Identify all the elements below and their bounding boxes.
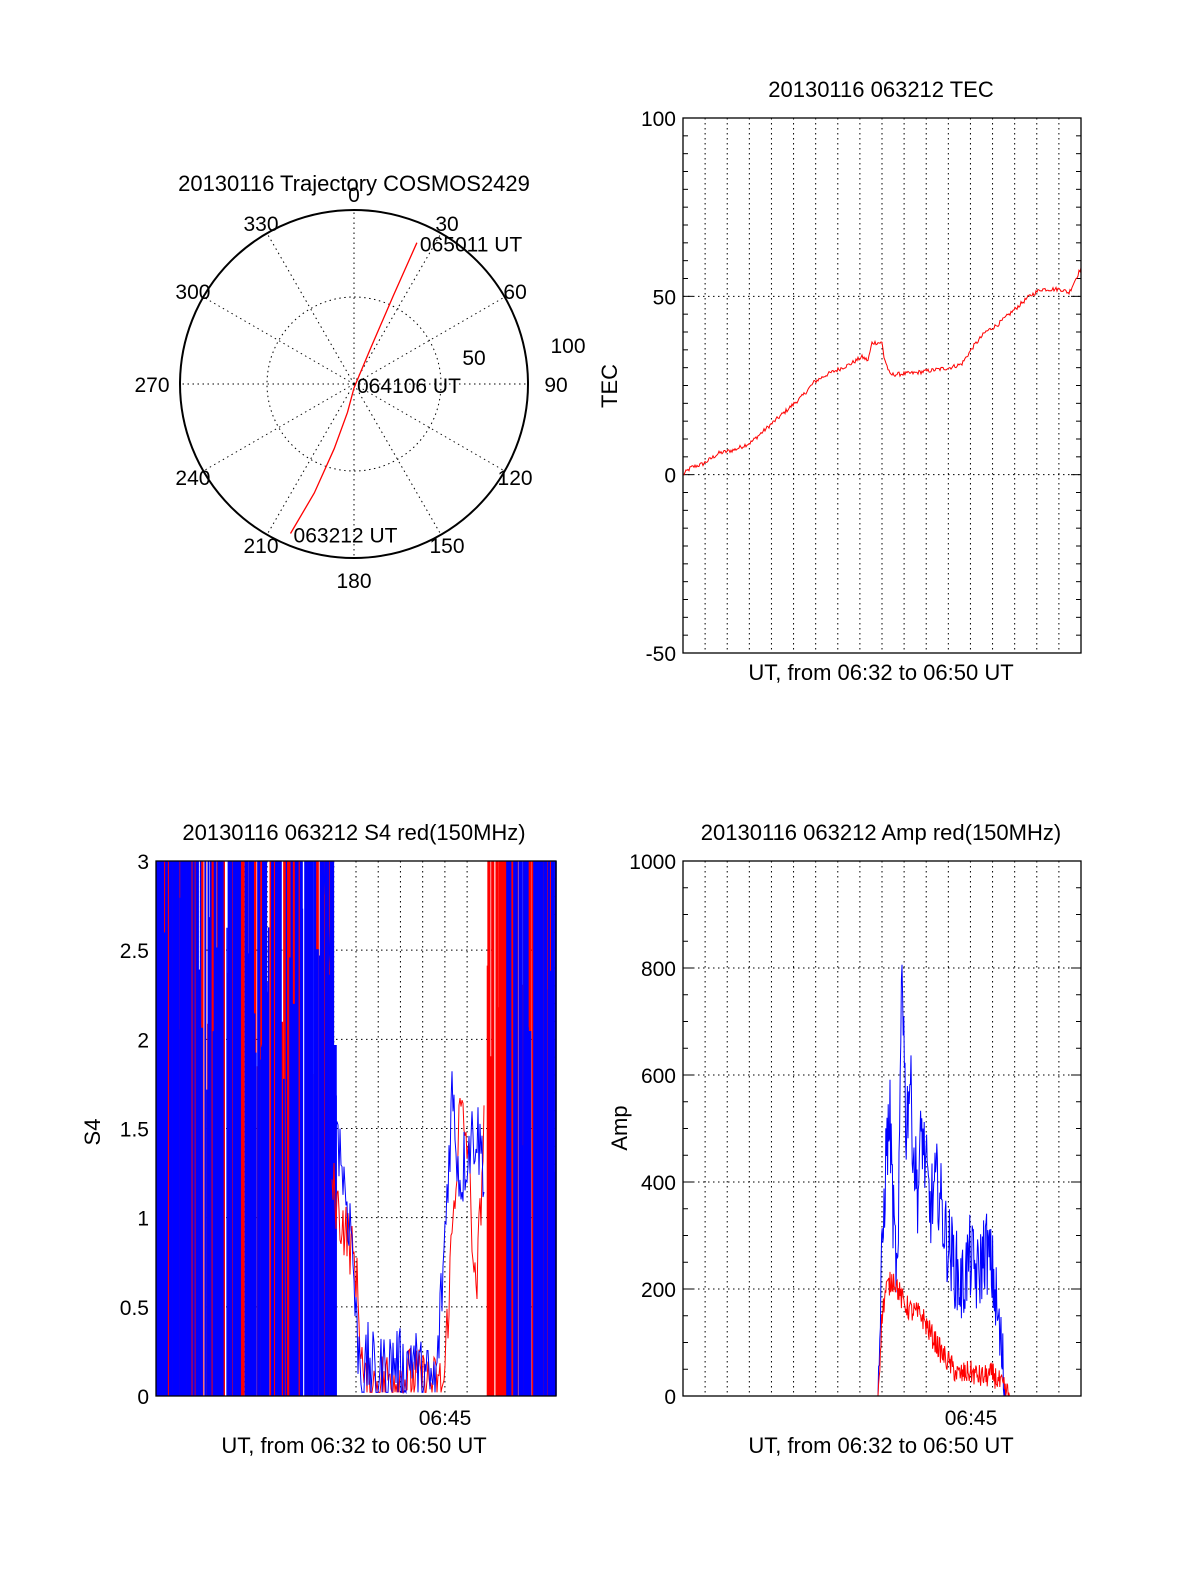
s4-noise-bars xyxy=(155,861,557,1396)
polar-spoke xyxy=(353,383,442,535)
y-tick-label: 800 xyxy=(641,958,676,981)
polar-grid xyxy=(179,209,529,559)
y-tick-label: 50 xyxy=(653,286,676,309)
s4-series xyxy=(323,860,485,1395)
polar-spoke xyxy=(266,233,355,385)
y-tick-label: 400 xyxy=(641,1172,676,1195)
s4-plot-frame xyxy=(155,860,557,1397)
polar-spoke xyxy=(266,383,355,535)
tec-grid xyxy=(683,118,1081,653)
tec-panel: 20130116 063212 TEC 100 50 0 -50 UT, from 0… xyxy=(597,77,1082,685)
polar-angle-label: 240 xyxy=(175,467,210,490)
s4-x-tick-label: 06:45 xyxy=(419,1407,472,1430)
y-tick-label: 0.5 xyxy=(120,1297,149,1320)
polar-radial-label: 50 xyxy=(462,347,485,370)
tec-plot-frame xyxy=(682,117,1082,654)
polar-spoke xyxy=(353,296,505,385)
y-tick-label: -50 xyxy=(646,643,676,666)
tec-x-label: UT, from 06:32 to 06:50 UT xyxy=(748,660,1013,685)
s4-panel: 20130116 063212 S4 red(150MHz) 3 2.5 2 1.5 1… xyxy=(80,820,557,1458)
tec-y-label: TEC xyxy=(597,364,622,408)
amp-y-label: Amp xyxy=(607,1105,632,1150)
polar-angle-label: 0 xyxy=(348,184,360,207)
polar-angle-label: 120 xyxy=(498,467,533,490)
polar-outer-circle xyxy=(179,209,529,559)
tec-y-ticks: 100 50 0 -50 xyxy=(641,108,1081,666)
polar-annotation: 065011 UT xyxy=(420,234,523,257)
amp-plot-frame xyxy=(682,860,1082,1397)
y-tick-label: 1.5 xyxy=(120,1119,149,1142)
polar-angle-label: 150 xyxy=(429,535,464,558)
polar-spoke xyxy=(203,383,355,472)
y-tick-label: 600 xyxy=(641,1065,676,1088)
y-tick-label: 1000 xyxy=(629,851,676,874)
polar-spoke xyxy=(203,296,355,385)
tec-title: 20130116 063212 TEC xyxy=(768,77,994,102)
y-tick-label: 2.5 xyxy=(120,940,149,963)
polar-annotations: 065011 UT 064106 UT 063212 UT xyxy=(294,234,523,548)
polar-radial-label: 100 xyxy=(550,335,585,358)
amp-panel: 20130116 063212 Amp red(150MHz) 1000 800 6… xyxy=(607,820,1082,1458)
polar-panel: 20130116 Trajectory COSMOS2429 0 30 60 90 12… xyxy=(134,171,585,593)
amp-title: 20130116 063212 Amp red(150MHz) xyxy=(701,820,1061,845)
tec-series xyxy=(682,267,1082,476)
polar-annotation: 063212 UT xyxy=(294,524,398,547)
y-tick-label: 2 xyxy=(137,1029,149,1052)
tec-line xyxy=(682,267,1082,476)
y-tick-label: 100 xyxy=(641,108,676,131)
amp-y-ticks: 1000 800 600 400 200 0 xyxy=(629,851,1081,1409)
polar-series xyxy=(289,242,418,534)
amp-x-tick-label: 06:45 xyxy=(945,1407,998,1430)
polar-angle-label: 210 xyxy=(243,535,278,558)
polar-angle-label: 90 xyxy=(544,374,567,397)
polar-angle-label: 300 xyxy=(175,281,210,304)
polar-spoke xyxy=(353,233,442,385)
polar-title: 20130116 Trajectory COSMOS2429 xyxy=(178,171,530,196)
polar-spoke xyxy=(353,383,505,472)
y-tick-label: 0 xyxy=(664,1386,676,1409)
polar-angle-labels: 0 30 60 90 120 150 180 210 240 270 300 330 50 100 xyxy=(134,184,585,593)
polar-angle-label: 330 xyxy=(243,213,278,236)
y-tick-label: 200 xyxy=(641,1279,676,1302)
y-tick-label: 0 xyxy=(137,1386,149,1409)
polar-inner-circle xyxy=(266,296,442,472)
polar-angle-label: 270 xyxy=(134,374,169,397)
polar-annotation: 064106 UT xyxy=(357,375,461,398)
y-tick-label: 1 xyxy=(137,1208,149,1231)
amp-x-label: UT, from 06:32 to 06:50 UT xyxy=(748,1433,1013,1458)
y-tick-label: 3 xyxy=(137,851,149,874)
polar-angle-label: 30 xyxy=(435,213,458,236)
amp-grid xyxy=(683,861,1081,1396)
polar-trajectory-line xyxy=(289,242,418,534)
s4-x-label: UT, from 06:32 to 06:50 UT xyxy=(221,1433,486,1458)
s4-title: 20130116 063212 S4 red(150MHz) xyxy=(182,820,525,845)
s4-y-label: S4 xyxy=(80,1119,105,1146)
s4-line xyxy=(323,860,485,1395)
polar-angle-label: 180 xyxy=(336,570,371,593)
s4-line xyxy=(331,1098,485,1394)
y-tick-label: 0 xyxy=(664,465,676,488)
polar-angle-label: 60 xyxy=(503,281,526,304)
